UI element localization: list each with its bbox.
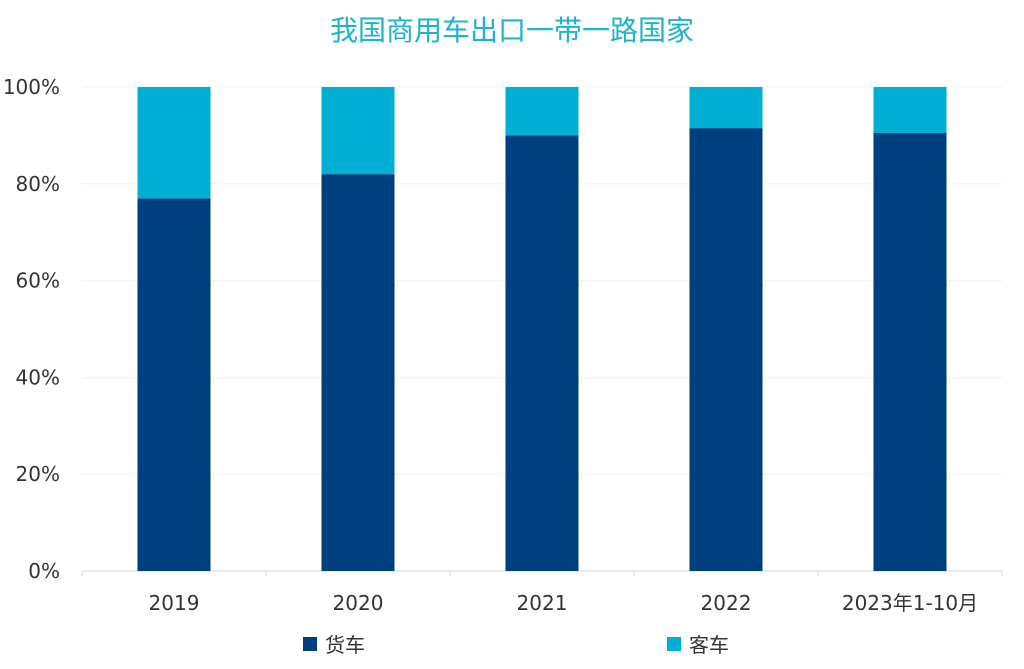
bar-segment — [689, 87, 763, 129]
legend-swatch — [667, 637, 681, 651]
x-tick-label: 2020 — [333, 591, 384, 615]
y-tick-label: 40% — [16, 365, 60, 389]
y-axis: 0% 20% 40% 60% 80% 100% — [3, 75, 60, 583]
y-tick-label: 60% — [16, 269, 60, 293]
chart-title: 我国商用车出口一带一路国家 — [330, 14, 694, 47]
legend: 货车 客车 — [303, 633, 729, 657]
legend-swatch — [303, 637, 317, 651]
bar-segment — [689, 128, 763, 571]
bar-segment — [321, 87, 395, 175]
bar-segment — [873, 132, 947, 572]
bar-segment — [873, 87, 947, 133]
x-axis: 2019 2020 2021 2022 2023年1-10月 — [81, 571, 1003, 615]
y-tick-label: 20% — [16, 462, 60, 486]
x-tick-label: 2019 — [149, 591, 200, 615]
legend-label: 货车 — [325, 633, 365, 657]
bar-segment — [321, 174, 395, 571]
bars — [137, 87, 947, 572]
x-tick-label: 2023年1-10月 — [842, 591, 978, 615]
bar-segment — [137, 87, 211, 199]
bar-segment — [137, 198, 211, 571]
legend-label: 客车 — [689, 633, 729, 657]
y-tick-label: 80% — [16, 172, 60, 196]
y-tick-label: 100% — [3, 75, 60, 99]
x-tick-label: 2021 — [517, 591, 568, 615]
bar-segment — [505, 87, 579, 136]
x-tick-label: 2022 — [701, 591, 752, 615]
y-tick-label: 0% — [28, 559, 60, 583]
bar-segment — [505, 135, 579, 571]
